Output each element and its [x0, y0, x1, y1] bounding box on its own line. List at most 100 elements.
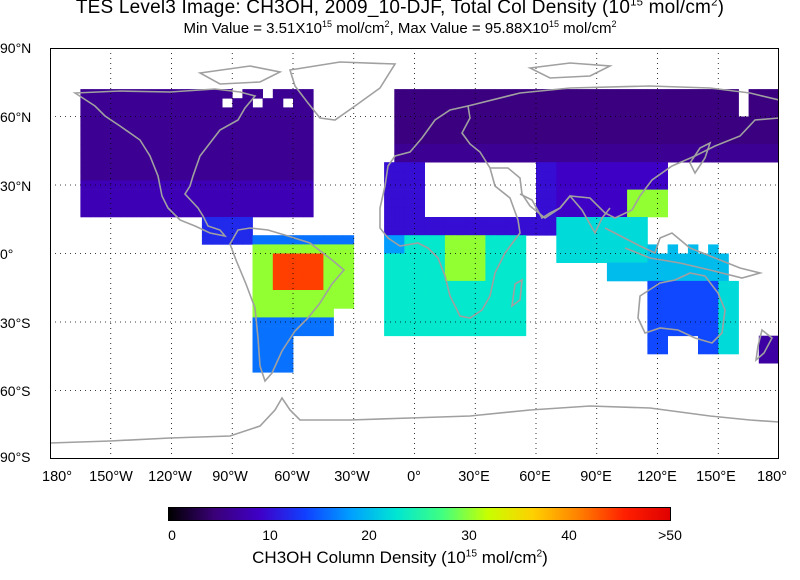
- data-cell: [698, 262, 709, 273]
- data-cell: [728, 317, 739, 327]
- data-cell: [222, 171, 233, 181]
- colorbar-tick-20: 20: [361, 527, 377, 543]
- data-cell: [110, 125, 122, 136]
- data-cell: [576, 134, 587, 145]
- data-cell: [313, 326, 324, 337]
- data-cell: [455, 98, 466, 108]
- data-cell: [303, 244, 314, 254]
- data-cell: [657, 189, 668, 200]
- data-cell: [748, 107, 760, 117]
- data-cell: [708, 326, 719, 337]
- data-cell: [262, 207, 274, 218]
- data-cell: [667, 308, 679, 318]
- data-cell: [404, 308, 415, 318]
- data-cell: [151, 189, 162, 200]
- data-cell: [242, 143, 253, 154]
- arctic-islands-coast: [197, 62, 613, 85]
- data-cell: [212, 89, 223, 99]
- data-cell: [191, 125, 203, 136]
- data-cell: [677, 134, 689, 145]
- data-cell: [465, 280, 476, 291]
- data-cell: [505, 143, 517, 154]
- data-cell: [201, 89, 213, 99]
- data-cell: [394, 262, 405, 273]
- data-cell: [596, 244, 608, 254]
- data-cell: [242, 207, 253, 218]
- data-cell: [455, 217, 466, 227]
- data-cell: [222, 153, 233, 163]
- data-cell: [434, 290, 446, 300]
- data-cell: [708, 98, 719, 108]
- europe-africa-coast: [379, 105, 521, 319]
- data-cell: [384, 217, 395, 227]
- data-cell: [586, 244, 598, 254]
- data-cell: [647, 198, 658, 209]
- data-cell: [637, 226, 648, 236]
- data-cell: [495, 262, 506, 273]
- data-cell: [262, 363, 274, 373]
- data-cell: [434, 271, 446, 282]
- data-cell: [404, 217, 415, 227]
- data-cell: [455, 290, 466, 300]
- data-cell: [272, 143, 284, 154]
- data-cell: [566, 235, 577, 245]
- data-cell: [282, 280, 294, 291]
- data-cell: [617, 134, 628, 145]
- data-cell: [637, 235, 648, 245]
- data-cell: [596, 125, 608, 136]
- data-cell: [201, 207, 213, 218]
- data-cell: [606, 207, 618, 218]
- data-cell: [222, 226, 233, 236]
- data-cell: [606, 189, 618, 200]
- data-cell: [677, 317, 689, 327]
- data-cell: [434, 280, 446, 291]
- data-cell: [293, 107, 304, 117]
- lat-label-60s: 60°S: [0, 383, 31, 399]
- data-cell: [272, 134, 284, 145]
- data-cell: [718, 134, 729, 145]
- data-cell: [151, 162, 162, 172]
- data-cell: [424, 271, 436, 282]
- data-cell: [566, 134, 577, 145]
- data-cell: [151, 107, 162, 117]
- data-cell: [647, 180, 658, 190]
- data-cell: [181, 143, 193, 154]
- data-cell: [515, 217, 527, 227]
- data-cell: [252, 171, 263, 181]
- data-cell: [718, 107, 729, 117]
- data-cell: [272, 326, 284, 337]
- data-cell: [323, 244, 334, 254]
- data-cell: [404, 244, 415, 254]
- data-cell: [323, 317, 334, 327]
- data-cell: [141, 125, 152, 136]
- data-cell: [465, 153, 476, 163]
- data-cell: [181, 116, 193, 126]
- data-cell: [718, 89, 729, 99]
- data-cell: [485, 308, 496, 318]
- data-cell: [414, 143, 425, 154]
- lat-label-60n: 60°N: [0, 109, 32, 125]
- data-cell: [647, 189, 658, 200]
- data-cell: [495, 326, 506, 337]
- data-cell: [171, 125, 182, 136]
- data-cell: [434, 107, 446, 117]
- data-cell: [414, 271, 425, 282]
- data-cell: [667, 253, 679, 263]
- data-cell: [768, 116, 779, 126]
- data-cell: [141, 143, 152, 154]
- data-cell: [120, 153, 132, 163]
- data-cell: [596, 162, 608, 172]
- data-cell: [282, 308, 294, 318]
- data-cell: [455, 116, 466, 126]
- data-cell: [110, 116, 122, 126]
- data-cell: [242, 162, 253, 172]
- data-cell: [647, 162, 658, 172]
- data-cell: [485, 89, 496, 99]
- data-cell: [667, 153, 679, 163]
- data-cell: [100, 89, 112, 99]
- data-cell: [485, 134, 496, 145]
- data-cell: [495, 280, 506, 291]
- data-cell: [465, 125, 476, 136]
- data-cell: [394, 244, 405, 254]
- data-cell: [444, 107, 456, 117]
